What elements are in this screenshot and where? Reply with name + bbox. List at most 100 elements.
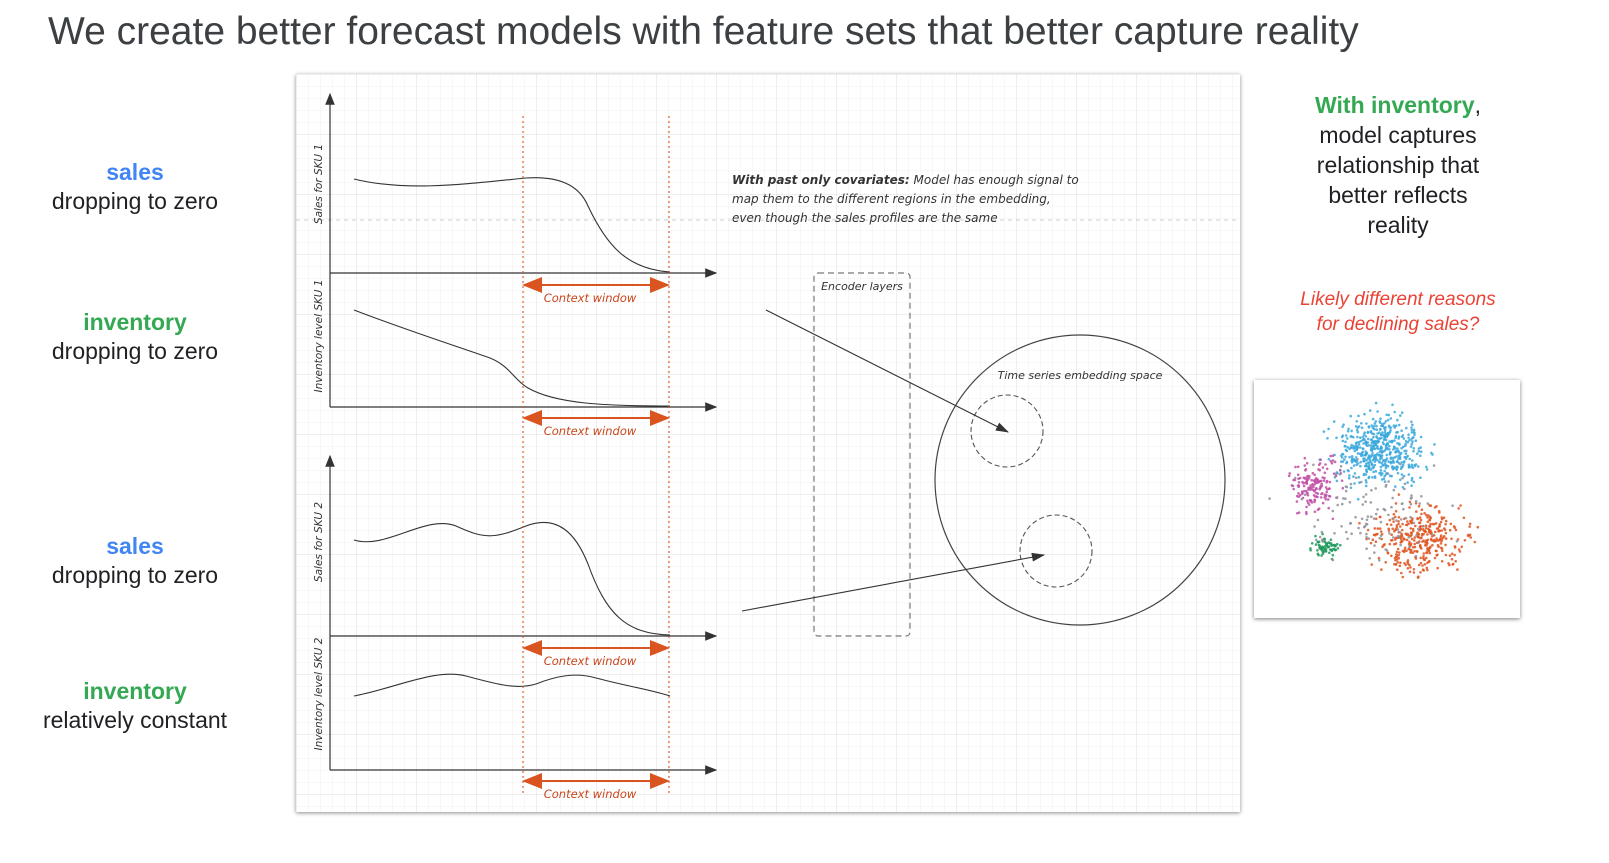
inventory-note-line: reality [1367, 212, 1429, 238]
scatter-point [1319, 496, 1323, 499]
scatter-point [1442, 516, 1446, 519]
scatter-point [1357, 414, 1360, 418]
scatter-point [1384, 473, 1388, 476]
scatter-point [1347, 427, 1350, 431]
scatter-point [1373, 527, 1377, 530]
scatter-point [1328, 480, 1332, 484]
scatter-point [1394, 515, 1397, 519]
scatter-point [1476, 525, 1480, 529]
scatter-point [1352, 446, 1356, 450]
label-keyword: inventory [83, 678, 187, 704]
scatter-point [1394, 509, 1398, 513]
scatter-point [1403, 562, 1406, 565]
scatter-point [1413, 549, 1416, 553]
scatter-point [1404, 516, 1408, 520]
embedding-space-circle [934, 334, 1226, 626]
scatter-point [1387, 480, 1390, 483]
note-bold: With past only covariates: [732, 173, 910, 187]
scatter-point [1382, 438, 1386, 441]
scatter-point [1321, 552, 1325, 555]
scatter-point [1404, 444, 1407, 447]
scatter-point [1373, 544, 1376, 547]
scatter-point [1394, 528, 1398, 531]
scatter-point [1335, 479, 1339, 483]
scatter-point [1403, 546, 1407, 550]
scatter-point [1419, 528, 1422, 531]
scatter-point [1341, 425, 1344, 429]
scatter-point [1398, 551, 1401, 554]
scatter-point [1429, 529, 1432, 532]
scatter-point [1366, 430, 1370, 434]
scatter-point [1402, 474, 1406, 478]
scatter-point [1373, 447, 1377, 451]
scatter-point [1428, 515, 1432, 518]
scatter-point [1331, 553, 1335, 557]
scatter-point [1331, 509, 1335, 513]
scatter-point [1420, 534, 1424, 537]
scatter-point [1435, 549, 1438, 553]
scatter-point [1339, 454, 1343, 458]
scatter-point [1323, 471, 1327, 475]
scatter-point [1379, 520, 1383, 524]
scatter-point [1410, 431, 1414, 434]
scatter-point [1439, 520, 1443, 524]
scatter-point [1419, 518, 1423, 522]
scatter-point [1397, 493, 1401, 496]
scatter-point [1373, 463, 1377, 467]
scatter-point [1391, 403, 1394, 407]
scatter-point [1370, 489, 1373, 492]
scatter-point [1457, 507, 1460, 510]
scatter-point [1411, 546, 1415, 549]
scatter-point [1399, 518, 1403, 521]
scatter-point [1412, 521, 1416, 525]
scatter-point [1342, 470, 1346, 473]
scatter-point [1399, 541, 1402, 544]
scatter-point [1317, 468, 1320, 471]
scatter-point [1349, 435, 1353, 438]
scatter-point [1367, 475, 1371, 479]
scatter-point [1428, 551, 1432, 555]
scatter-point [1359, 454, 1363, 458]
scatter-point [1368, 409, 1372, 412]
scatter-point [1389, 417, 1393, 420]
scatter-point [1380, 432, 1383, 436]
scatter-point [1436, 566, 1439, 570]
scatter-point [1400, 465, 1403, 469]
scatter-point [1423, 563, 1427, 566]
scatter-point [1334, 472, 1337, 476]
scatter-point [1413, 433, 1416, 437]
scatter-point [1392, 512, 1396, 516]
scatter-point [1403, 487, 1406, 491]
scatter-point [1414, 500, 1418, 503]
scatter-point [1431, 543, 1434, 547]
scatter-point [1363, 412, 1366, 416]
scatter-point [1314, 495, 1317, 498]
scatter-point [1320, 548, 1324, 552]
scatter-point [1405, 426, 1408, 430]
scatter-point [1397, 451, 1401, 454]
scatter-point [1389, 460, 1393, 464]
scatter-point [1425, 513, 1428, 517]
scatter-point [1395, 555, 1399, 558]
scatter-point [1362, 473, 1366, 477]
scatter-point [1468, 522, 1472, 526]
scatter-point [1323, 476, 1326, 480]
scatter-point [1376, 432, 1379, 435]
scatter-point [1408, 439, 1411, 442]
scatter-point [1320, 492, 1323, 496]
scatter-point [1347, 469, 1350, 473]
scatter-point [1365, 547, 1368, 550]
scatter-point [1380, 436, 1383, 440]
diagram-svg: Context window Context window Context wi… [296, 74, 1240, 812]
scatter-point [1384, 466, 1388, 470]
scatter-point [1303, 489, 1306, 493]
scatter-point [1410, 420, 1413, 424]
scatter-point [1383, 431, 1387, 434]
scatter-point [1365, 462, 1368, 465]
scatter-point [1365, 459, 1368, 462]
scatter-point [1378, 450, 1382, 453]
scatter-point [1321, 466, 1325, 469]
scatter-point [1378, 420, 1381, 423]
scatter-point [1369, 501, 1373, 504]
scatter-point [1418, 516, 1422, 519]
